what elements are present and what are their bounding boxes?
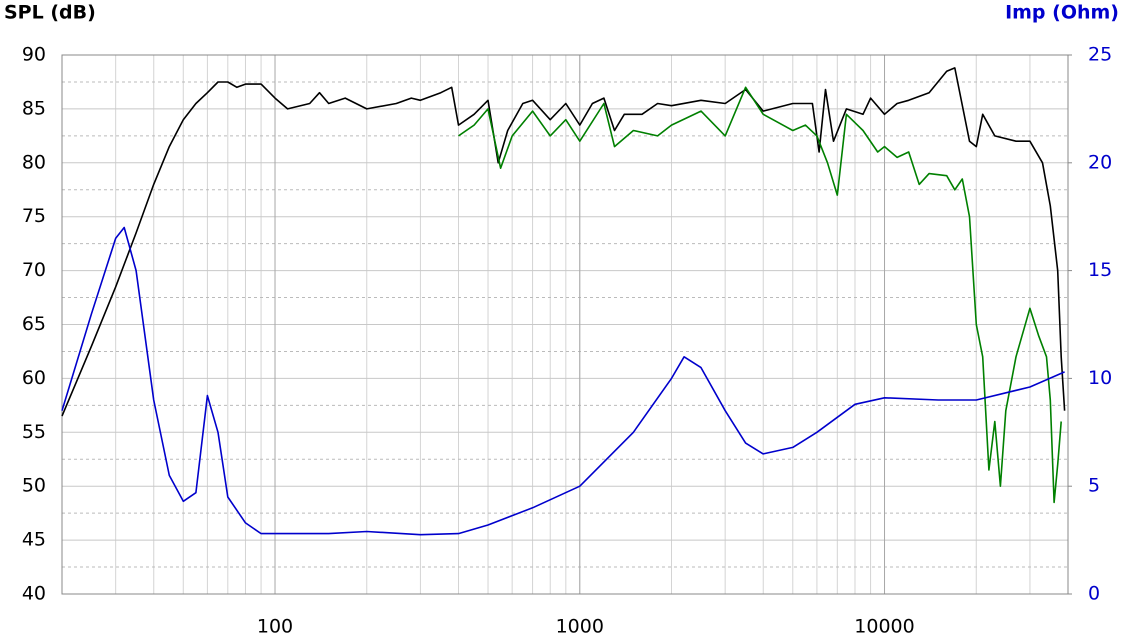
series-line — [458, 86, 1062, 504]
y-tick-label: 85 — [22, 97, 46, 119]
x-tick-label: 10000 — [854, 616, 914, 638]
y-tick-label: 65 — [22, 313, 46, 335]
y-tick-label: 45 — [22, 529, 46, 551]
x-tick-label: 100 — [257, 616, 293, 638]
y2-tick-label: 0 — [1088, 583, 1100, 605]
series-line — [61, 226, 1065, 536]
y-tick-label: 40 — [22, 583, 46, 605]
y2-tick-label: 10 — [1088, 367, 1112, 389]
y-tick-label: 60 — [22, 367, 46, 389]
y2-tick-label: 5 — [1088, 475, 1100, 497]
y2-tick-label: 20 — [1088, 151, 1112, 173]
y2-tick-label: 15 — [1088, 259, 1112, 281]
y-tick-label: 75 — [22, 205, 46, 227]
plot-frame — [61, 54, 1069, 595]
y-tick-label: 80 — [22, 151, 46, 173]
y-tick-label: 70 — [22, 259, 46, 281]
y-axis-title: SPL (dB) — [4, 2, 96, 24]
x-tick-label: 1000 — [556, 616, 604, 638]
y-tick-label: 90 — [22, 44, 46, 66]
y2-axis-title: Imp (Ohm) — [1005, 2, 1119, 24]
y-tick-label: 50 — [22, 475, 46, 497]
y2-tick-label: 25 — [1088, 44, 1112, 66]
y-tick-label: 55 — [22, 421, 46, 443]
series-line — [61, 67, 1066, 417]
